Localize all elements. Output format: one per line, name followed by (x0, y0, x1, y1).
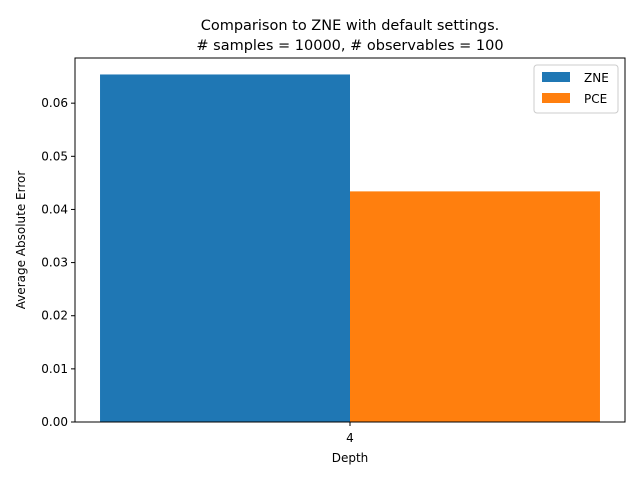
bars (100, 74, 600, 422)
legend: ZNE PCE (533, 64, 619, 114)
chart-title-line-2: # samples = 10000, # observables = 100 (196, 38, 503, 54)
legend-label-zne: ZNE (584, 71, 609, 85)
y-tick-label: 0.01 (41, 362, 68, 376)
bar-zne-4 (100, 74, 351, 422)
legend-swatch-zne (542, 72, 570, 82)
x-tick-label: 4 (346, 431, 354, 445)
plot-frame (74, 57, 626, 423)
x-axis-label: Depth (332, 451, 369, 465)
bar-pce-4 (350, 191, 600, 422)
y-tick-label: 0.05 (41, 149, 68, 163)
y-tick-label: 0.04 (41, 202, 68, 216)
legend-swatch-pce (542, 93, 570, 103)
y-tick-label: 0.03 (41, 256, 68, 270)
chart-title-line-1: Comparison to ZNE with default settings. (201, 18, 500, 34)
y-tick-label: 0.00 (41, 415, 68, 429)
legend-label-pce: PCE (584, 92, 607, 106)
y-axis: 0.00 0.01 0.02 0.03 0.04 0.05 0.06 (41, 96, 75, 429)
x-axis: 4 (346, 422, 354, 445)
y-tick-label: 0.06 (41, 96, 68, 110)
y-axis-label: Average Absolute Error (14, 171, 28, 310)
y-tick-label: 0.02 (41, 309, 68, 323)
